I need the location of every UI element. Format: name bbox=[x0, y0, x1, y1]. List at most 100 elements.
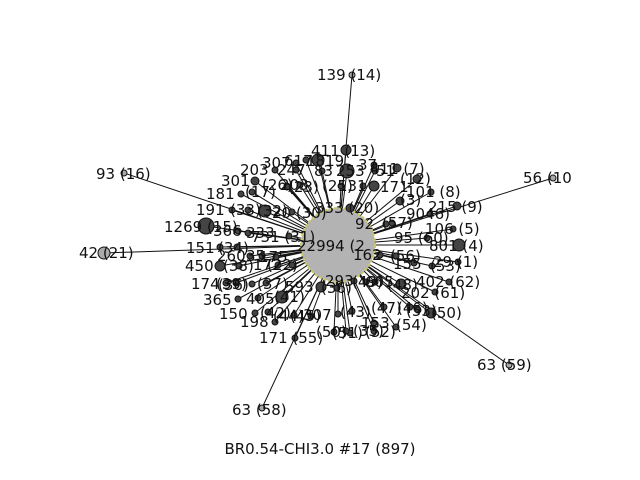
graph-node-label: (34) bbox=[218, 239, 249, 257]
graph-node-label: (36) bbox=[218, 276, 249, 294]
graph-node-label: 29 (1) bbox=[433, 253, 478, 271]
graph-node bbox=[254, 294, 262, 302]
graph-node bbox=[237, 190, 245, 198]
graph-node bbox=[426, 210, 434, 218]
graph-node-label: (33) bbox=[230, 201, 261, 219]
graph-node bbox=[214, 260, 226, 272]
graph-node bbox=[414, 306, 422, 314]
graph-node-label: 203 bbox=[240, 161, 269, 179]
graph-node-label: (43) bbox=[340, 303, 371, 321]
graph-node bbox=[292, 159, 300, 167]
graph-node-label: (17) bbox=[245, 183, 276, 201]
graph-node bbox=[395, 278, 407, 290]
graph-node bbox=[244, 206, 252, 214]
graph-node-label: 333 (20) bbox=[315, 199, 379, 217]
graph-node-label: 450 bbox=[185, 257, 214, 275]
graph-node-label: 605 bbox=[365, 273, 394, 291]
graph-node-label: 191 bbox=[196, 201, 225, 219]
graph-node-label: 253 bbox=[336, 162, 365, 180]
graph-node bbox=[290, 311, 298, 319]
graph-node-label: 150 bbox=[219, 305, 248, 323]
graph-node bbox=[330, 328, 338, 336]
graph-node bbox=[275, 290, 289, 304]
graph-node bbox=[431, 288, 439, 296]
graph-node-label: 1269 (15) bbox=[164, 218, 238, 236]
graph-node bbox=[288, 208, 296, 216]
graph-node-label: (51) bbox=[332, 324, 363, 342]
graph-node-label: 307 bbox=[303, 306, 332, 324]
graph-node-label: 35 bbox=[246, 247, 265, 265]
graph-node bbox=[315, 281, 327, 293]
graph-node-label: 171 (55) bbox=[259, 329, 323, 347]
graph-node bbox=[248, 188, 256, 196]
graph-node-label: (12) bbox=[400, 170, 431, 188]
graph-node bbox=[271, 318, 279, 326]
graph-node-label: 162 bbox=[353, 246, 382, 264]
graph-node-label: 411 (13) bbox=[311, 142, 375, 160]
graph-node-label: 307 bbox=[262, 154, 291, 172]
graph-node-label: (35) bbox=[353, 322, 384, 340]
graph-node bbox=[348, 307, 356, 315]
graph-node-label: 92 bbox=[355, 215, 374, 233]
graph-node bbox=[274, 261, 282, 269]
graph-node bbox=[348, 71, 356, 79]
graph-node-label: 301 bbox=[221, 172, 250, 190]
graph-node-label: 51 bbox=[376, 162, 395, 180]
graph-node bbox=[392, 163, 402, 173]
graph-node bbox=[232, 279, 240, 287]
graph-node-label: 181 bbox=[206, 185, 235, 203]
graph-node-label: 1819 bbox=[306, 152, 344, 170]
graph-node bbox=[395, 196, 405, 206]
graph-node bbox=[428, 262, 436, 270]
graph-node-label: 202 (61) bbox=[401, 284, 465, 302]
graph-node-label: 42 (21) bbox=[79, 244, 134, 262]
graph-node bbox=[342, 327, 350, 335]
graph-node-label: 411 (7) bbox=[370, 160, 425, 178]
graph-node bbox=[120, 169, 128, 177]
graph-node bbox=[337, 182, 345, 190]
graph-node bbox=[371, 278, 379, 286]
graph-node-label: 139 (14) bbox=[317, 66, 381, 84]
graph-node-label: (45) bbox=[290, 307, 321, 325]
graph-node bbox=[350, 277, 358, 285]
graph-node-label: 37 bbox=[358, 156, 377, 174]
graph-node-label: (23) bbox=[288, 178, 319, 196]
graph-node bbox=[318, 167, 326, 175]
graph-node bbox=[292, 166, 300, 174]
graph-node bbox=[340, 144, 352, 156]
graph-node-label: (39) bbox=[216, 275, 247, 293]
graph-node bbox=[97, 246, 111, 260]
graph-node-label: 366 bbox=[213, 222, 242, 240]
graph-node bbox=[549, 174, 557, 182]
graph-node-label: (57) bbox=[382, 214, 413, 232]
graph-node bbox=[234, 227, 242, 235]
graph-node bbox=[423, 234, 431, 242]
graph-node bbox=[392, 323, 400, 331]
graph-node bbox=[370, 319, 378, 327]
graph-node-label: (56) bbox=[390, 247, 421, 265]
graph-node bbox=[368, 180, 380, 192]
graph-node bbox=[271, 166, 279, 174]
graph-node bbox=[380, 303, 388, 311]
graph-node bbox=[362, 278, 370, 286]
graph-node-label: 175 bbox=[259, 248, 288, 266]
graph-node-label: (53) bbox=[406, 302, 437, 320]
graph-node bbox=[234, 295, 242, 303]
graph-node bbox=[410, 259, 418, 267]
graph-node-label: 402 (62) bbox=[416, 273, 480, 291]
graph-node-label: (52) bbox=[365, 323, 396, 341]
graph-node-label: (38) bbox=[223, 257, 254, 275]
graph-node bbox=[248, 280, 256, 288]
graph-node-label: (44) bbox=[273, 307, 304, 325]
graph-node-label: (32) bbox=[257, 202, 288, 220]
graph-node-label: 101 (8) bbox=[406, 183, 461, 201]
graph-node-label: 106 (5) bbox=[425, 220, 480, 238]
graph-node bbox=[339, 163, 355, 179]
graph-node bbox=[345, 203, 355, 213]
graph-node-label: 171 bbox=[380, 178, 409, 196]
graph-node bbox=[454, 258, 462, 266]
graph-node bbox=[311, 153, 325, 167]
graph-node-label: (54) bbox=[396, 316, 427, 334]
graph-node bbox=[262, 279, 270, 287]
